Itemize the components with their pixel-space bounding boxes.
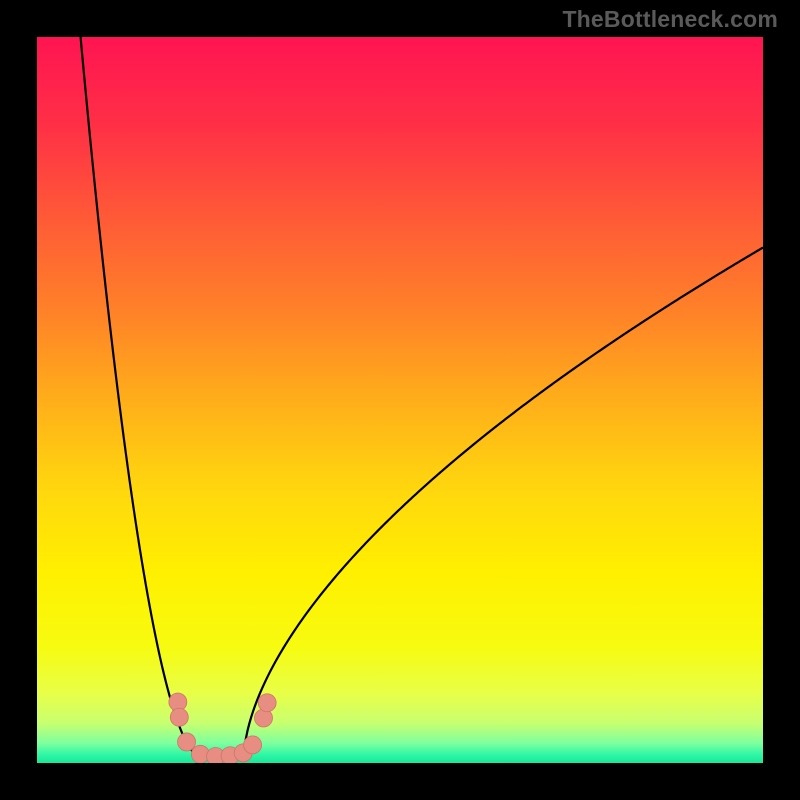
bottleneck-curve-layer: [37, 37, 763, 763]
data-marker: [244, 736, 262, 754]
data-marker: [170, 708, 188, 726]
plot-area: [37, 37, 763, 763]
watermark-text: TheBottleneck.com: [562, 6, 778, 33]
chart-stage: TheBottleneck.com: [0, 0, 800, 800]
bottleneck-curve: [81, 37, 763, 756]
data-marker: [258, 694, 276, 712]
data-marker: [178, 733, 196, 751]
